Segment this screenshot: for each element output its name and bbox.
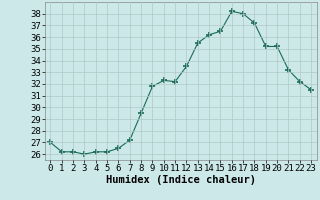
X-axis label: Humidex (Indice chaleur): Humidex (Indice chaleur) xyxy=(106,175,256,185)
